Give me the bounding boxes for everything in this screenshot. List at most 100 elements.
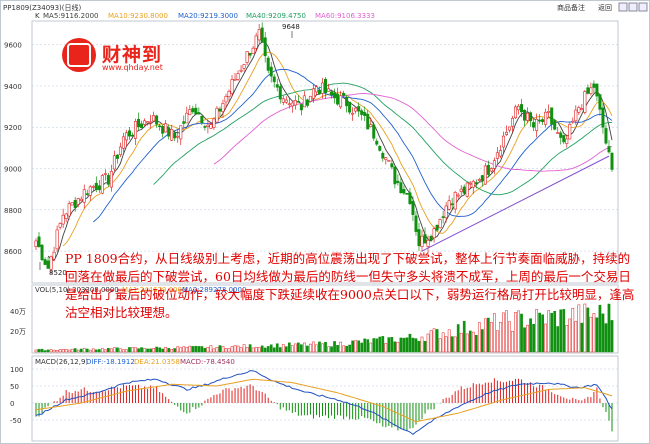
candle-body [275, 84, 279, 88]
candle-body [477, 179, 481, 181]
candle-body [40, 244, 44, 261]
volume-bar [471, 331, 475, 353]
candle-body [91, 186, 95, 188]
volume-bar [248, 344, 252, 353]
candle-body [492, 160, 496, 169]
volume-bar [224, 348, 228, 353]
volume-bar [378, 336, 382, 353]
volume-bar [164, 346, 168, 353]
macd-diff-line [35, 370, 613, 436]
price-tick-label: 9000 [4, 166, 22, 174]
candle-body [405, 193, 409, 195]
volume-bar [194, 345, 198, 353]
candle-body [212, 118, 216, 128]
volume-bar [76, 349, 80, 353]
candle-body [459, 188, 463, 193]
volume-bar [429, 330, 433, 353]
volume-bar [125, 349, 128, 353]
candle-body [106, 175, 110, 185]
link-notes[interactable]: 商品备注 [557, 3, 585, 12]
candle-body [305, 99, 309, 106]
volume-bar [149, 348, 152, 353]
candle-body [55, 229, 59, 250]
volume-bar [284, 346, 288, 353]
candle-body [290, 102, 294, 107]
volume-bar [272, 347, 276, 353]
volume-bar [315, 344, 318, 353]
candle-body [127, 130, 131, 137]
candle-body [118, 146, 122, 156]
candle-body [441, 216, 445, 218]
candle-body [206, 124, 210, 127]
candle-body [311, 88, 315, 99]
volume-bar [116, 347, 119, 353]
ma60-line [213, 93, 613, 172]
candle-body [354, 107, 358, 112]
volume-bar [37, 349, 41, 353]
volume-bar [363, 338, 367, 353]
candle-body [203, 126, 207, 128]
volume-bars [34, 303, 614, 353]
candle-body [345, 97, 349, 107]
volume-bar [128, 347, 131, 353]
minimize-icon[interactable] [618, 2, 628, 12]
volume-bar [468, 330, 472, 353]
candle-body [152, 115, 156, 122]
candle-body [52, 251, 56, 260]
candle-body [330, 91, 334, 96]
candle-body [236, 73, 240, 80]
volume-bar [547, 310, 551, 353]
volume-bar [173, 348, 177, 353]
volume-bar [426, 333, 430, 353]
candle-body [185, 112, 189, 124]
volume-bar [505, 310, 508, 353]
candle-body [589, 87, 593, 94]
volume-bar [441, 332, 445, 353]
candle-body [188, 109, 192, 116]
volume-bar [487, 317, 490, 353]
candle-body [414, 215, 418, 232]
volume-bar [82, 348, 86, 353]
maximize-icon[interactable] [628, 2, 638, 12]
volume-bar [185, 347, 189, 353]
candle-body [73, 200, 77, 208]
candle-body [336, 93, 340, 105]
volume-bar [583, 303, 587, 353]
logo-seal [62, 38, 96, 72]
candle-body [146, 121, 150, 124]
candle-body [284, 99, 288, 103]
ma10-label: MA10:9230.8000 [108, 12, 168, 20]
volume-bar [532, 324, 535, 353]
candle-body [363, 112, 367, 116]
candle-body [559, 132, 563, 138]
volume-bar [601, 313, 605, 353]
candle-body [607, 146, 611, 153]
candle-body [333, 92, 337, 99]
candle-body [233, 78, 237, 81]
candle-body [143, 120, 147, 125]
candle-body [381, 152, 385, 159]
candle-body [417, 229, 421, 247]
candle-body [426, 239, 430, 247]
price-tick-label: 8800 [4, 207, 22, 215]
candle-body [134, 121, 138, 139]
volume-bar [257, 347, 261, 353]
volume-bar [544, 323, 548, 353]
candle-body [137, 118, 141, 128]
volume-bar [294, 343, 297, 353]
candle-body [97, 185, 101, 191]
candle-body [158, 125, 162, 128]
price-panel-border [31, 20, 619, 284]
close-icon[interactable] [638, 2, 648, 12]
window-buttons[interactable] [618, 2, 648, 12]
price-tick-label: 8600 [4, 248, 22, 256]
candle-body [49, 256, 53, 270]
candle-body [483, 165, 487, 185]
candle-body [278, 86, 282, 100]
link-back[interactable]: 返回 [598, 4, 612, 12]
macd-tick-label: 0 [10, 400, 14, 408]
volume-bar [474, 334, 478, 353]
candle-body [523, 109, 527, 121]
candle-body [447, 200, 451, 210]
candle-body [489, 168, 493, 172]
